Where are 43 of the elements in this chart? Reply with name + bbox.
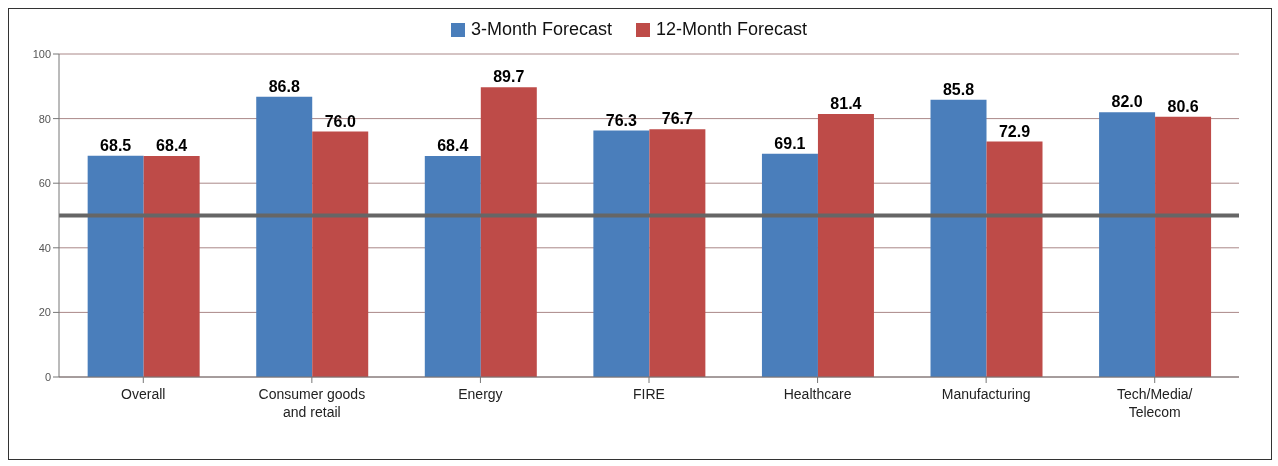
data-label: 82.0 [1111, 93, 1143, 111]
bar [986, 141, 1043, 377]
x-tick-label: Healthcare [783, 386, 852, 402]
bar [649, 129, 706, 377]
legend-label: 12-Month Forecast [655, 19, 808, 40]
bar [143, 156, 200, 377]
data-label: 69.1 [774, 134, 806, 152]
data-label: 81.4 [830, 95, 862, 113]
bar [930, 99, 987, 377]
bar [424, 156, 481, 377]
bar [480, 87, 537, 377]
data-label: 76.3 [605, 111, 638, 129]
x-tick-label: Consumer goods and retail [258, 386, 366, 420]
data-label: 89.7 [493, 68, 525, 86]
data-label: 76.7 [661, 110, 694, 128]
data-label: 68.4 [437, 137, 469, 155]
x-tick-label: FIRE [633, 386, 665, 402]
bar [817, 114, 874, 377]
data-label: 68.5 [100, 136, 132, 154]
y-tick-label: 80 [38, 112, 51, 125]
x-tick-label: Overall [121, 386, 166, 402]
data-label: 86.8 [268, 77, 300, 95]
bar [1155, 116, 1212, 377]
bar [1099, 112, 1156, 377]
y-tick-label: 60 [38, 177, 51, 190]
bar [87, 155, 144, 377]
x-tick-label: Tech/Media/Telecom [1116, 386, 1193, 420]
data-label: 85.8 [942, 80, 975, 98]
bar [312, 131, 369, 377]
data-label: 72.9 [998, 122, 1031, 140]
y-tick-label: 0 [44, 370, 51, 383]
bar [593, 130, 650, 377]
legend-label: 3-Month Forecast [469, 19, 612, 40]
data-label: 76.0 [324, 112, 356, 130]
bar [761, 153, 818, 377]
data-label: 80.6 [1167, 97, 1199, 115]
x-tick-label: Energy [458, 386, 503, 402]
bar [256, 96, 313, 377]
y-tick-label: 100 [32, 47, 51, 60]
data-label: 68.4 [156, 137, 188, 155]
y-tick-label: 40 [38, 241, 51, 254]
y-tick-label: 20 [38, 306, 51, 319]
x-tick-label: Manufacturing [941, 386, 1031, 402]
